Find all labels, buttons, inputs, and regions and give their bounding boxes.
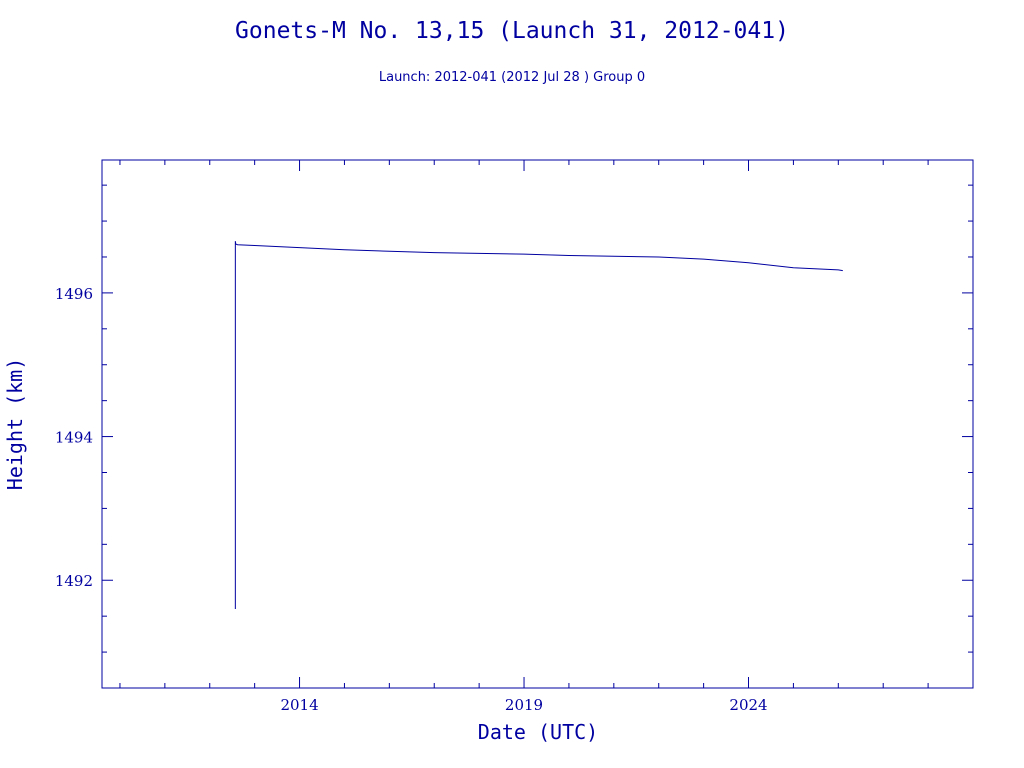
x-tick-label: 2014 — [280, 696, 318, 714]
y-tick-label: 1496 — [55, 285, 93, 303]
series-line — [234, 241, 843, 609]
y-tick-label: 1492 — [55, 572, 93, 590]
y-tick-label: 1494 — [55, 429, 93, 447]
x-tick-label: 2024 — [729, 696, 767, 714]
chart-title: Gonets-M No. 13,15 (Launch 31, 2012-041) — [235, 18, 789, 44]
tick-labels: 2014 2019 2024 1492 1494 1496 — [55, 285, 768, 714]
x-tick-label: 2019 — [505, 696, 543, 714]
x-axis-label: Date (UTC) — [478, 720, 598, 744]
axis-ticks — [102, 160, 974, 689]
chart-subtitle: Launch: 2012-041 (2012 Jul 28 ) Group 0 — [379, 70, 645, 85]
plot-frame — [101, 159, 974, 689]
y-axis-label: Height (km) — [3, 358, 27, 490]
